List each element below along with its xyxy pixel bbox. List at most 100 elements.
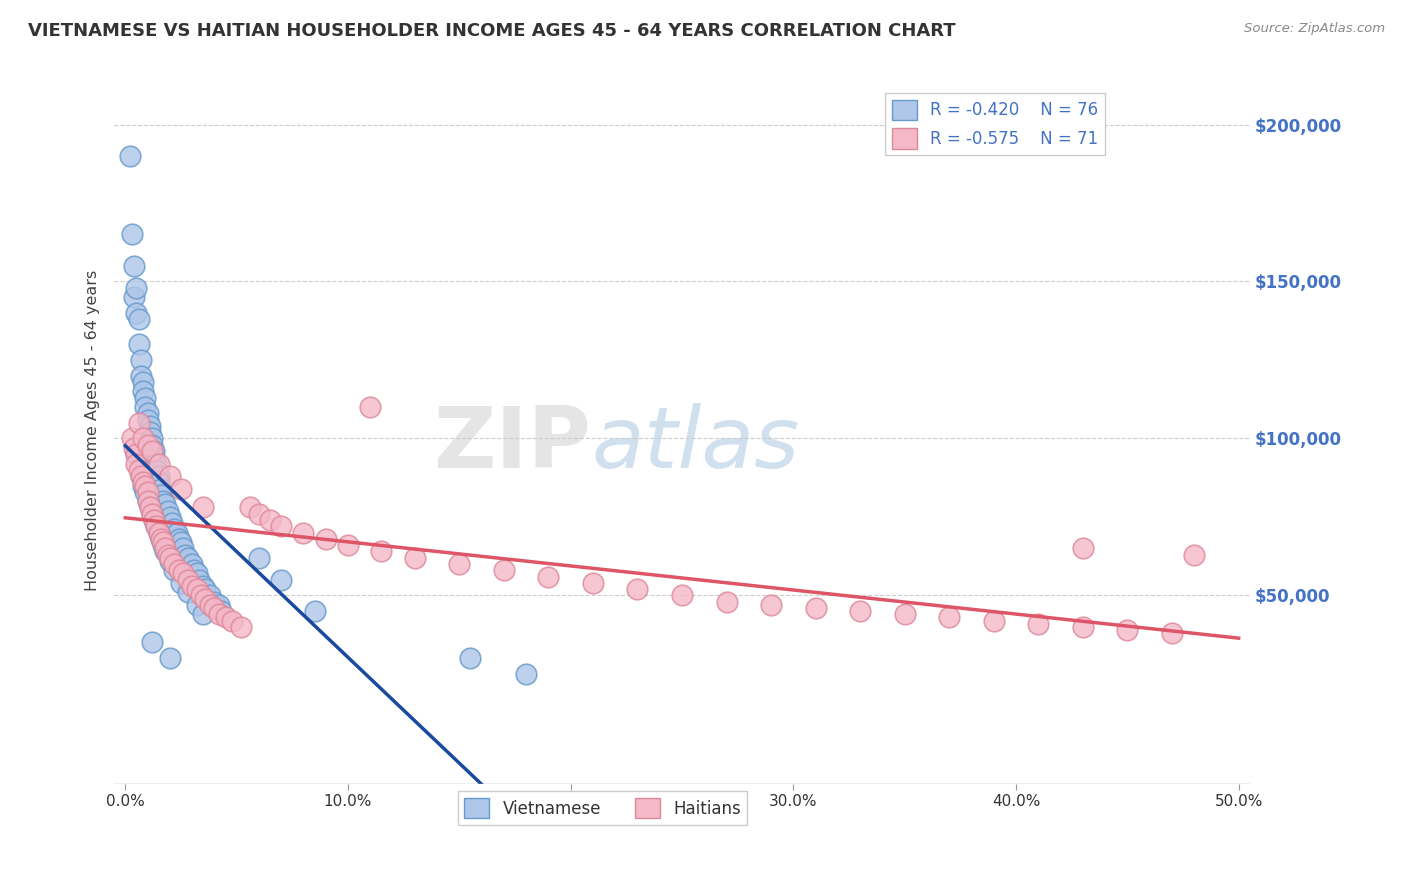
- Point: [129, 469, 152, 483]
- Point: [159, 554, 181, 568]
- Point: [170, 535, 193, 549]
- Point: [208, 607, 231, 622]
- Point: [155, 497, 177, 511]
- Point: [141, 444, 163, 458]
- Point: [122, 259, 145, 273]
- Point: [128, 416, 150, 430]
- Point: [148, 469, 170, 483]
- Point: [208, 598, 231, 612]
- Point: [181, 579, 204, 593]
- Text: Source: ZipAtlas.com: Source: ZipAtlas.com: [1244, 22, 1385, 36]
- Point: [143, 444, 166, 458]
- Legend: Vietnamese, Haitians: Vietnamese, Haitians: [458, 791, 748, 825]
- Point: [132, 478, 155, 492]
- Point: [121, 432, 143, 446]
- Point: [176, 573, 198, 587]
- Point: [159, 469, 181, 483]
- Point: [193, 607, 215, 622]
- Point: [122, 441, 145, 455]
- Point: [134, 484, 156, 499]
- Point: [270, 519, 292, 533]
- Point: [145, 457, 167, 471]
- Point: [149, 532, 172, 546]
- Point: [186, 582, 208, 596]
- Point: [152, 535, 174, 549]
- Point: [148, 475, 170, 490]
- Point: [128, 337, 150, 351]
- Point: [167, 563, 190, 577]
- Point: [214, 610, 236, 624]
- Point: [141, 438, 163, 452]
- Point: [170, 575, 193, 590]
- Point: [149, 488, 172, 502]
- Point: [359, 400, 381, 414]
- Point: [186, 598, 208, 612]
- Point: [132, 475, 155, 490]
- Point: [460, 651, 482, 665]
- Point: [125, 447, 148, 461]
- Point: [145, 519, 167, 533]
- Point: [221, 614, 243, 628]
- Point: [159, 651, 181, 665]
- Point: [128, 463, 150, 477]
- Point: [194, 582, 217, 596]
- Point: [849, 604, 872, 618]
- Point: [143, 513, 166, 527]
- Point: [304, 604, 326, 618]
- Point: [938, 610, 960, 624]
- Point: [1160, 626, 1182, 640]
- Point: [193, 579, 215, 593]
- Point: [181, 557, 204, 571]
- Point: [136, 494, 159, 508]
- Point: [270, 573, 292, 587]
- Point: [143, 450, 166, 465]
- Point: [190, 588, 212, 602]
- Point: [983, 614, 1005, 628]
- Point: [172, 566, 194, 581]
- Point: [155, 544, 177, 558]
- Point: [183, 563, 205, 577]
- Point: [136, 412, 159, 426]
- Point: [515, 666, 537, 681]
- Point: [148, 525, 170, 540]
- Point: [149, 482, 172, 496]
- Point: [166, 525, 188, 540]
- Point: [118, 149, 141, 163]
- Point: [176, 585, 198, 599]
- Point: [716, 595, 738, 609]
- Point: [1116, 623, 1139, 637]
- Point: [141, 635, 163, 649]
- Point: [129, 368, 152, 383]
- Point: [152, 494, 174, 508]
- Point: [149, 532, 172, 546]
- Point: [125, 457, 148, 471]
- Point: [132, 432, 155, 446]
- Y-axis label: Householder Income Ages 45 - 64 years: Householder Income Ages 45 - 64 years: [86, 270, 100, 591]
- Point: [176, 550, 198, 565]
- Point: [125, 447, 148, 461]
- Point: [193, 500, 215, 515]
- Point: [145, 463, 167, 477]
- Point: [163, 563, 186, 577]
- Point: [167, 532, 190, 546]
- Point: [128, 312, 150, 326]
- Point: [125, 306, 148, 320]
- Text: VIETNAMESE VS HAITIAN HOUSEHOLDER INCOME AGES 45 - 64 YEARS CORRELATION CHART: VIETNAMESE VS HAITIAN HOUSEHOLDER INCOME…: [28, 22, 956, 40]
- Point: [125, 281, 148, 295]
- Point: [804, 601, 827, 615]
- Point: [139, 500, 162, 515]
- Point: [129, 353, 152, 368]
- Point: [122, 290, 145, 304]
- Point: [121, 227, 143, 242]
- Point: [198, 588, 221, 602]
- Point: [136, 438, 159, 452]
- Point: [404, 550, 426, 565]
- Point: [187, 573, 209, 587]
- Point: [1182, 548, 1205, 562]
- Point: [626, 582, 648, 596]
- Point: [671, 588, 693, 602]
- Point: [160, 516, 183, 531]
- Point: [136, 406, 159, 420]
- Point: [194, 591, 217, 606]
- Point: [202, 601, 225, 615]
